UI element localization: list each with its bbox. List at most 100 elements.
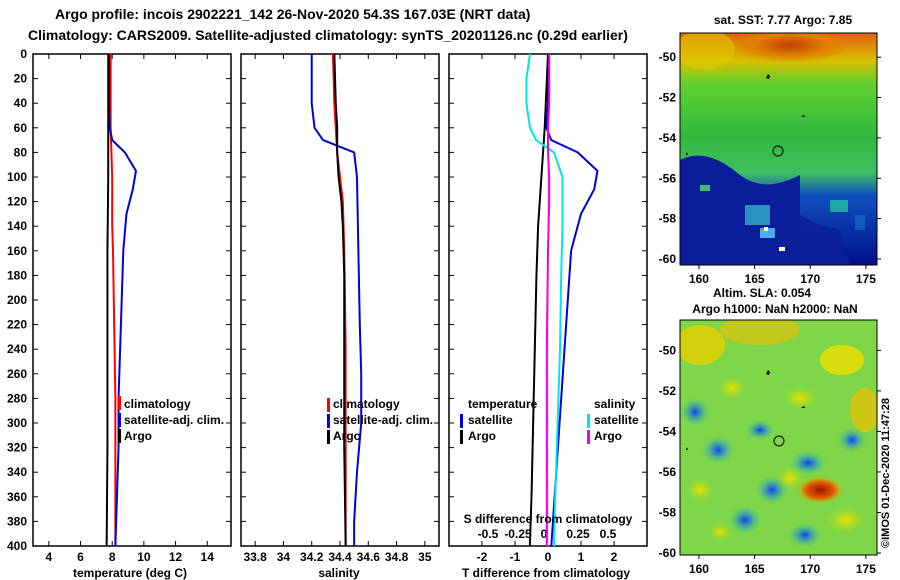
legend-s-satellite: satellite xyxy=(594,413,639,427)
legend-swatch-argo xyxy=(327,430,330,444)
x-tick-label: 6 xyxy=(77,550,84,564)
legend-satellite-adj: satellite-adj. clim. xyxy=(333,413,433,427)
legend-swatch-climatology xyxy=(118,396,121,410)
legend-s-argo: Argo xyxy=(594,429,622,443)
lon-tick-label: 170 xyxy=(800,562,820,576)
depth-tick-label: 60 xyxy=(14,121,28,135)
x-tick-label: 0 xyxy=(545,550,552,564)
lat-tick-label: -54 xyxy=(659,424,677,438)
s-tick-label: -0.5 xyxy=(478,527,499,541)
depth-tick-label: 200 xyxy=(7,293,27,307)
x-tick-label: 35 xyxy=(418,550,432,564)
depth-axis: 0 20 40 60 80 100 120 140 160 180 200 220 240 260 280 3… xyxy=(7,47,27,553)
series-line-argo xyxy=(333,53,347,547)
sla-map-frame xyxy=(679,319,878,556)
lon-tick-label: 160 xyxy=(689,272,709,286)
island-marker xyxy=(766,74,770,79)
series-line-climatology xyxy=(331,53,347,546)
depth-tick-label: 120 xyxy=(7,195,27,209)
s-tick-label: 0 xyxy=(541,527,548,541)
lat-tick-label: -56 xyxy=(659,171,677,185)
legend-t-argo: Argo xyxy=(468,429,496,443)
depth-tick-label: 0 xyxy=(20,47,27,61)
sla-map-axes: -50 -52 -54 -56 -58 -60 160 165 170 175 xyxy=(659,343,881,576)
lat-tick-label: -50 xyxy=(659,343,677,357)
depth-tick-label: 380 xyxy=(7,514,27,528)
lon-tick-label: 175 xyxy=(856,272,876,286)
lon-tick-label: 175 xyxy=(856,562,876,576)
island-marker xyxy=(801,115,805,117)
x-tick-label: 4 xyxy=(45,550,52,564)
depth-tick-label: 280 xyxy=(7,391,27,405)
sla-map-title-1: Altim. SLA: 0.054 xyxy=(713,286,811,300)
island-marker xyxy=(686,447,688,450)
salinity-axis-label: salinity xyxy=(318,566,360,580)
x-tick-label: 2 xyxy=(611,550,618,564)
series-line-s-argo xyxy=(545,54,551,546)
sst-map-title: sat. SST: 7.77 Argo: 7.85 xyxy=(714,13,853,27)
legend-swatch-satellite xyxy=(118,413,121,427)
title-line-2: Climatology: CARS2009. Satellite-adjuste… xyxy=(28,27,628,43)
legend-temperature-title: temperature xyxy=(468,397,538,411)
x-tick-label: -1 xyxy=(510,550,521,564)
title-line-1: Argo profile: incois 2902221_142 26-Nov-… xyxy=(55,6,530,22)
temperature-legend: climatology satellite-adj. clim. Argo xyxy=(118,396,224,443)
depth-tick-label: 320 xyxy=(7,441,27,455)
series-line-argo xyxy=(105,54,110,547)
depth-tick-label: 180 xyxy=(7,268,27,282)
lon-tick-label: 165 xyxy=(745,272,765,286)
sst-map xyxy=(680,33,877,265)
x-tick-label: 34.2 xyxy=(300,550,324,564)
lon-tick-label: 160 xyxy=(689,562,709,576)
sla-map-markers xyxy=(686,370,805,450)
t-difference-axis-label: T difference from climatology xyxy=(462,566,630,580)
depth-tick-label: 100 xyxy=(7,170,27,184)
depth-tick-label: 360 xyxy=(7,490,27,504)
sst-map-frame xyxy=(679,32,878,266)
argo-position-marker xyxy=(773,435,785,447)
difference-plot: -2 -1 0 1 2 -0.5 -0.25 0 0.25 0.5 xyxy=(449,53,647,564)
legend-climatology: climatology xyxy=(124,397,191,411)
s-tick-label: 0.5 xyxy=(600,527,617,541)
legend-swatch-t-satellite xyxy=(460,414,463,428)
legend-argo: Argo xyxy=(333,429,361,443)
s-tick-label: 0.25 xyxy=(566,527,590,541)
series-line-s-satellite xyxy=(525,53,564,547)
difference-legend: temperature salinity satellite Argo sate… xyxy=(460,397,639,444)
salinity-legend: climatology satellite-adj. clim. Argo xyxy=(327,397,433,444)
depth-tick-label: 160 xyxy=(7,244,27,258)
argo-position-marker xyxy=(772,145,784,157)
sla-map-title-2: Argo h1000: NaN h2000: NaN xyxy=(692,302,857,316)
x-tick-label: 34.6 xyxy=(357,550,381,564)
lat-tick-label: -60 xyxy=(659,546,677,560)
x-tick-label: 33.8 xyxy=(243,550,267,564)
imos-credit: ©IMOS 01-Dec-2020 11:47:28 xyxy=(880,398,892,548)
s-tick-label: -0.25 xyxy=(504,527,532,541)
temperature-axis-label: temperature (deg C) xyxy=(73,566,187,580)
depth-tick-label: 260 xyxy=(7,367,27,381)
lat-tick-label: -56 xyxy=(659,465,677,479)
lat-tick-label: -50 xyxy=(659,50,677,64)
series-line-satellite-adj-clim- xyxy=(310,54,363,546)
x-tick-label: 34.4 xyxy=(328,550,352,564)
legend-swatch-satellite xyxy=(327,414,330,428)
salinity-plot: 33.8 34 34.2 34.4 34.6 34.8 35 xyxy=(241,53,439,564)
legend-argo: Argo xyxy=(124,429,152,443)
legend-swatch-climatology xyxy=(327,398,330,412)
x-tick-label: -2 xyxy=(477,550,488,564)
legend-swatch-s-satellite xyxy=(587,414,590,428)
legend-swatch-s-argo xyxy=(587,430,590,444)
lat-tick-label: -54 xyxy=(659,131,677,145)
x-tick-label: 14 xyxy=(201,550,215,564)
depth-tick-label: 400 xyxy=(7,539,27,553)
sst-map-axes: -50 -52 -54 -56 -58 -60 160 165 170 175 xyxy=(659,50,881,286)
salinity-panel xyxy=(240,53,440,547)
legend-t-satellite: satellite xyxy=(468,413,513,427)
depth-tick-label: 40 xyxy=(14,96,28,110)
lat-tick-label: -60 xyxy=(659,252,677,266)
x-tick-label: 34 xyxy=(277,550,291,564)
lat-tick-label: -52 xyxy=(659,384,677,398)
sst-map-markers xyxy=(686,74,805,157)
depth-tick-label: 80 xyxy=(14,145,28,159)
